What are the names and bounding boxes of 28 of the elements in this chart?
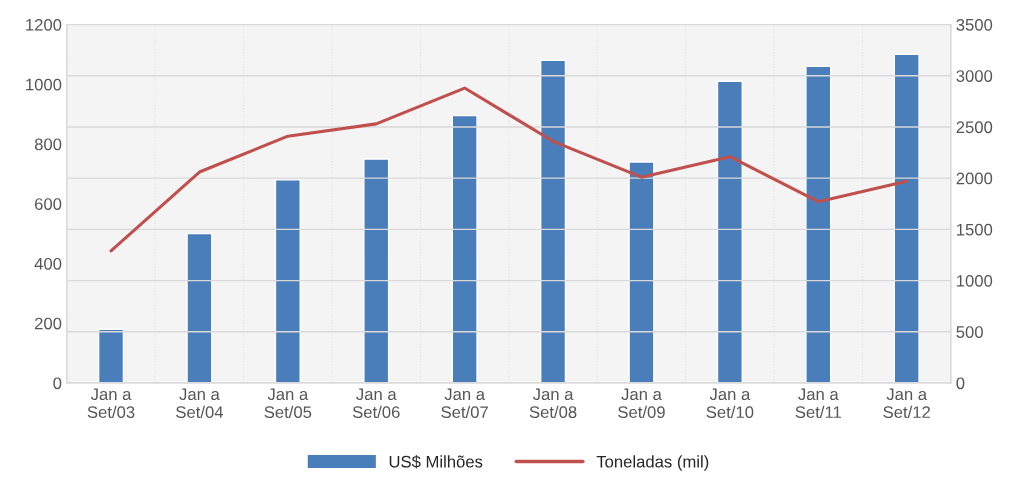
x-tick-label: Jan a Set/12 xyxy=(883,388,930,419)
y-tick-label: 1000 xyxy=(26,78,62,91)
y-tick-label: 1200 xyxy=(26,18,62,31)
y2-tick-label: 500 xyxy=(956,326,983,338)
x-tick-label: Jan a Set/09 xyxy=(618,388,665,419)
y-tick-label: 400 xyxy=(34,257,62,270)
y2-tick-label: 2000 xyxy=(956,172,993,185)
y-tick-label: 0 xyxy=(53,377,62,390)
y2-tick-label: 1500 xyxy=(957,223,993,236)
legend-label: US$ Milhões xyxy=(389,455,483,469)
y2-tick-label: 3500 xyxy=(956,18,993,31)
x-tick-label: Jan a Set/03 xyxy=(87,388,135,419)
x-tick-label: Jan a Set/08 xyxy=(529,388,577,419)
y-tick-label: 600 xyxy=(35,198,62,210)
line-series xyxy=(109,86,909,253)
x-tick-label: Jan a Set/05 xyxy=(264,388,312,419)
y2-tick-label: 3000 xyxy=(956,70,993,82)
y-tick-label: 200 xyxy=(34,317,62,330)
x-tick-label: Jan a Set/07 xyxy=(441,388,488,419)
x-tick-label: Jan a Set/06 xyxy=(352,388,400,419)
y2-tick-label: 2500 xyxy=(956,121,993,134)
x-tick-label: Jan a Set/10 xyxy=(706,388,754,419)
y2-tick-label: 1000 xyxy=(957,274,993,287)
y-tick-label: 800 xyxy=(34,138,62,151)
x-tick-label: Jan a Set/04 xyxy=(176,388,224,419)
y2-tick-label: 0 xyxy=(956,377,965,390)
legend-label: Toneladas (mil) xyxy=(596,455,709,471)
x-tick-label: Jan a Set/11 xyxy=(795,388,841,419)
